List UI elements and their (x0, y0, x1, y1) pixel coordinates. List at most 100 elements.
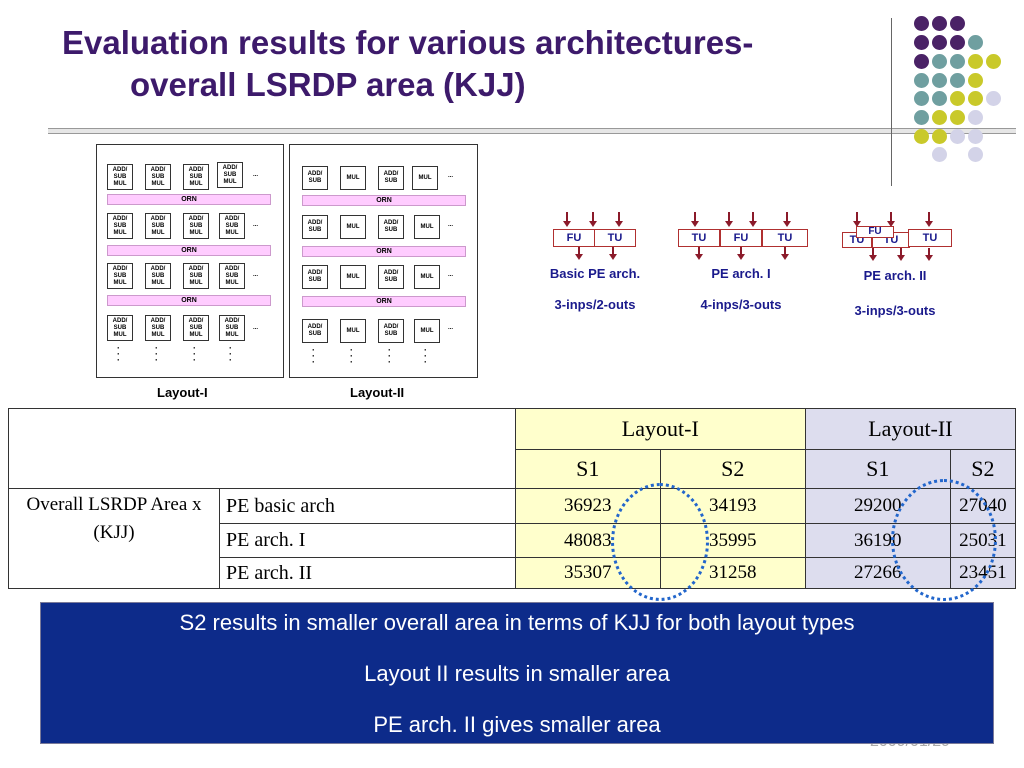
dot (986, 91, 1001, 106)
fu-cell-overlay: FU (856, 226, 894, 238)
add-sub-unit: ADD/ SUB (302, 215, 328, 239)
dot (932, 73, 947, 88)
dot (968, 91, 983, 106)
input-arrowhead (691, 221, 699, 227)
mul-unit: MUL (414, 319, 440, 343)
dot (968, 35, 983, 50)
highlight-circle-layout-2-s2 (891, 479, 997, 601)
vertical-ellipsis: · · · (312, 345, 315, 367)
ellipsis: ... (448, 325, 454, 331)
dot (950, 73, 965, 88)
slide-title: Evaluation results for various architect… (62, 22, 882, 106)
output-arrowhead (897, 255, 905, 261)
pe-arch-2-caption: PE arch. II (863, 268, 927, 283)
add-sub-mul-unit: ADD/ SUB MUL (183, 315, 209, 341)
add-sub-mul-unit: ADD/ SUB MUL (107, 263, 133, 289)
layout-1-diagram: ADD/ SUB MUL ADD/ SUB MUL ADD/ SUB MUL A… (96, 144, 284, 378)
mul-unit: MUL (340, 215, 366, 239)
dot (968, 147, 983, 162)
summary-line: Layout II results in smaller area (364, 661, 670, 686)
vertical-ellipsis: · · · (388, 345, 391, 367)
tu-cell: TU (678, 229, 720, 247)
input-arrow (592, 212, 594, 222)
layout-2-label: Layout-II (350, 385, 405, 400)
add-sub-unit: ADD/ SUB (302, 265, 328, 289)
dot (914, 16, 929, 31)
dot (950, 129, 965, 144)
orn-bar: ORN (107, 245, 271, 256)
title-line-1: Evaluation results for various architect… (62, 24, 754, 61)
title-line-2: overall LSRDP area (KJJ) (130, 66, 526, 103)
input-arrow (856, 212, 858, 222)
dot (914, 129, 929, 144)
dot (914, 54, 929, 69)
subheader-s2: S2 (659, 449, 806, 489)
row-label: PE arch. II (219, 557, 516, 589)
highlight-circle-layout-1-s2 (611, 483, 709, 601)
tu-cell: TU (762, 229, 808, 247)
output-arrowhead (695, 254, 703, 260)
add-sub-unit: ADD/ SUB (378, 319, 404, 343)
add-sub-mul-unit: ADD/ SUB MUL (183, 263, 209, 289)
table-corner-cell (8, 408, 516, 489)
add-sub-mul-unit: ADD/ SUB MUL (219, 315, 245, 341)
dot (932, 110, 947, 125)
add-sub-mul-unit: ADD/ SUB MUL (107, 315, 133, 341)
vertical-ellipsis: · · · (117, 343, 120, 365)
output-arrowhead (781, 254, 789, 260)
dot (968, 110, 983, 125)
add-sub-mul-unit: ADD/ SUB MUL (145, 164, 171, 190)
add-sub-unit: ADD/ SUB (302, 319, 328, 343)
dot (950, 35, 965, 50)
add-sub-mul-unit: ADD/ SUB MUL (219, 213, 245, 239)
title-divider (48, 128, 1016, 134)
output-arrow (900, 248, 902, 256)
ellipsis: ... (253, 222, 259, 228)
vertical-ellipsis: · · · (193, 343, 196, 365)
dot (968, 73, 983, 88)
output-arrow (872, 248, 874, 256)
ellipsis: ... (448, 222, 454, 228)
ellipsis: ... (448, 272, 454, 278)
output-arrowhead (737, 254, 745, 260)
output-arrowhead (869, 255, 877, 261)
mul-unit: MUL (414, 215, 440, 239)
output-arrowhead (609, 254, 617, 260)
dot (950, 54, 965, 69)
output-arrow (578, 247, 580, 255)
dot (932, 16, 947, 31)
mul-unit: MUL (412, 166, 438, 190)
dot (932, 54, 947, 69)
input-arrowhead (853, 221, 861, 227)
fu-cell: FU (553, 229, 595, 247)
orn-bar: ORN (107, 295, 271, 306)
add-sub-unit: ADD/ SUB (378, 215, 404, 239)
table-row: Overall LSRDP Area x (KJJ) PE basic arch… (8, 488, 1017, 589)
tu-cell: TU (908, 229, 952, 247)
output-arrow (612, 247, 614, 255)
vertical-ellipsis: · · · (229, 343, 232, 365)
input-arrow (728, 212, 730, 222)
add-sub-unit: ADD/ SUB (302, 166, 328, 190)
vertical-ellipsis: · · · (350, 345, 353, 367)
orn-bar: ORN (302, 195, 466, 206)
pe-basic-io: 3-inps/2-outs (554, 297, 636, 312)
row-group-label: Overall LSRDP Area x (KJJ) (8, 488, 220, 589)
dot (932, 91, 947, 106)
dot (914, 73, 929, 88)
results-table: Layout-I Layout-II S1 S2 S1 S2 Overall L… (8, 408, 1017, 589)
output-arrow (784, 247, 786, 255)
summary-line: S2 results in smaller overall area in te… (179, 610, 855, 635)
ellipsis: ... (253, 272, 259, 278)
orn-bar: ORN (107, 194, 271, 205)
add-sub-mul-unit: ADD/ SUB MUL (145, 263, 171, 289)
dot (950, 110, 965, 125)
row-label: PE basic arch (219, 488, 516, 524)
row-label: PE arch. I (219, 523, 516, 558)
ellipsis: ... (448, 173, 454, 179)
mul-unit: MUL (340, 166, 366, 190)
corner-divider (891, 18, 892, 186)
pe-arch-1-caption: PE arch. I (711, 266, 771, 281)
vertical-ellipsis: · · · (155, 343, 158, 365)
input-arrowhead (749, 221, 757, 227)
